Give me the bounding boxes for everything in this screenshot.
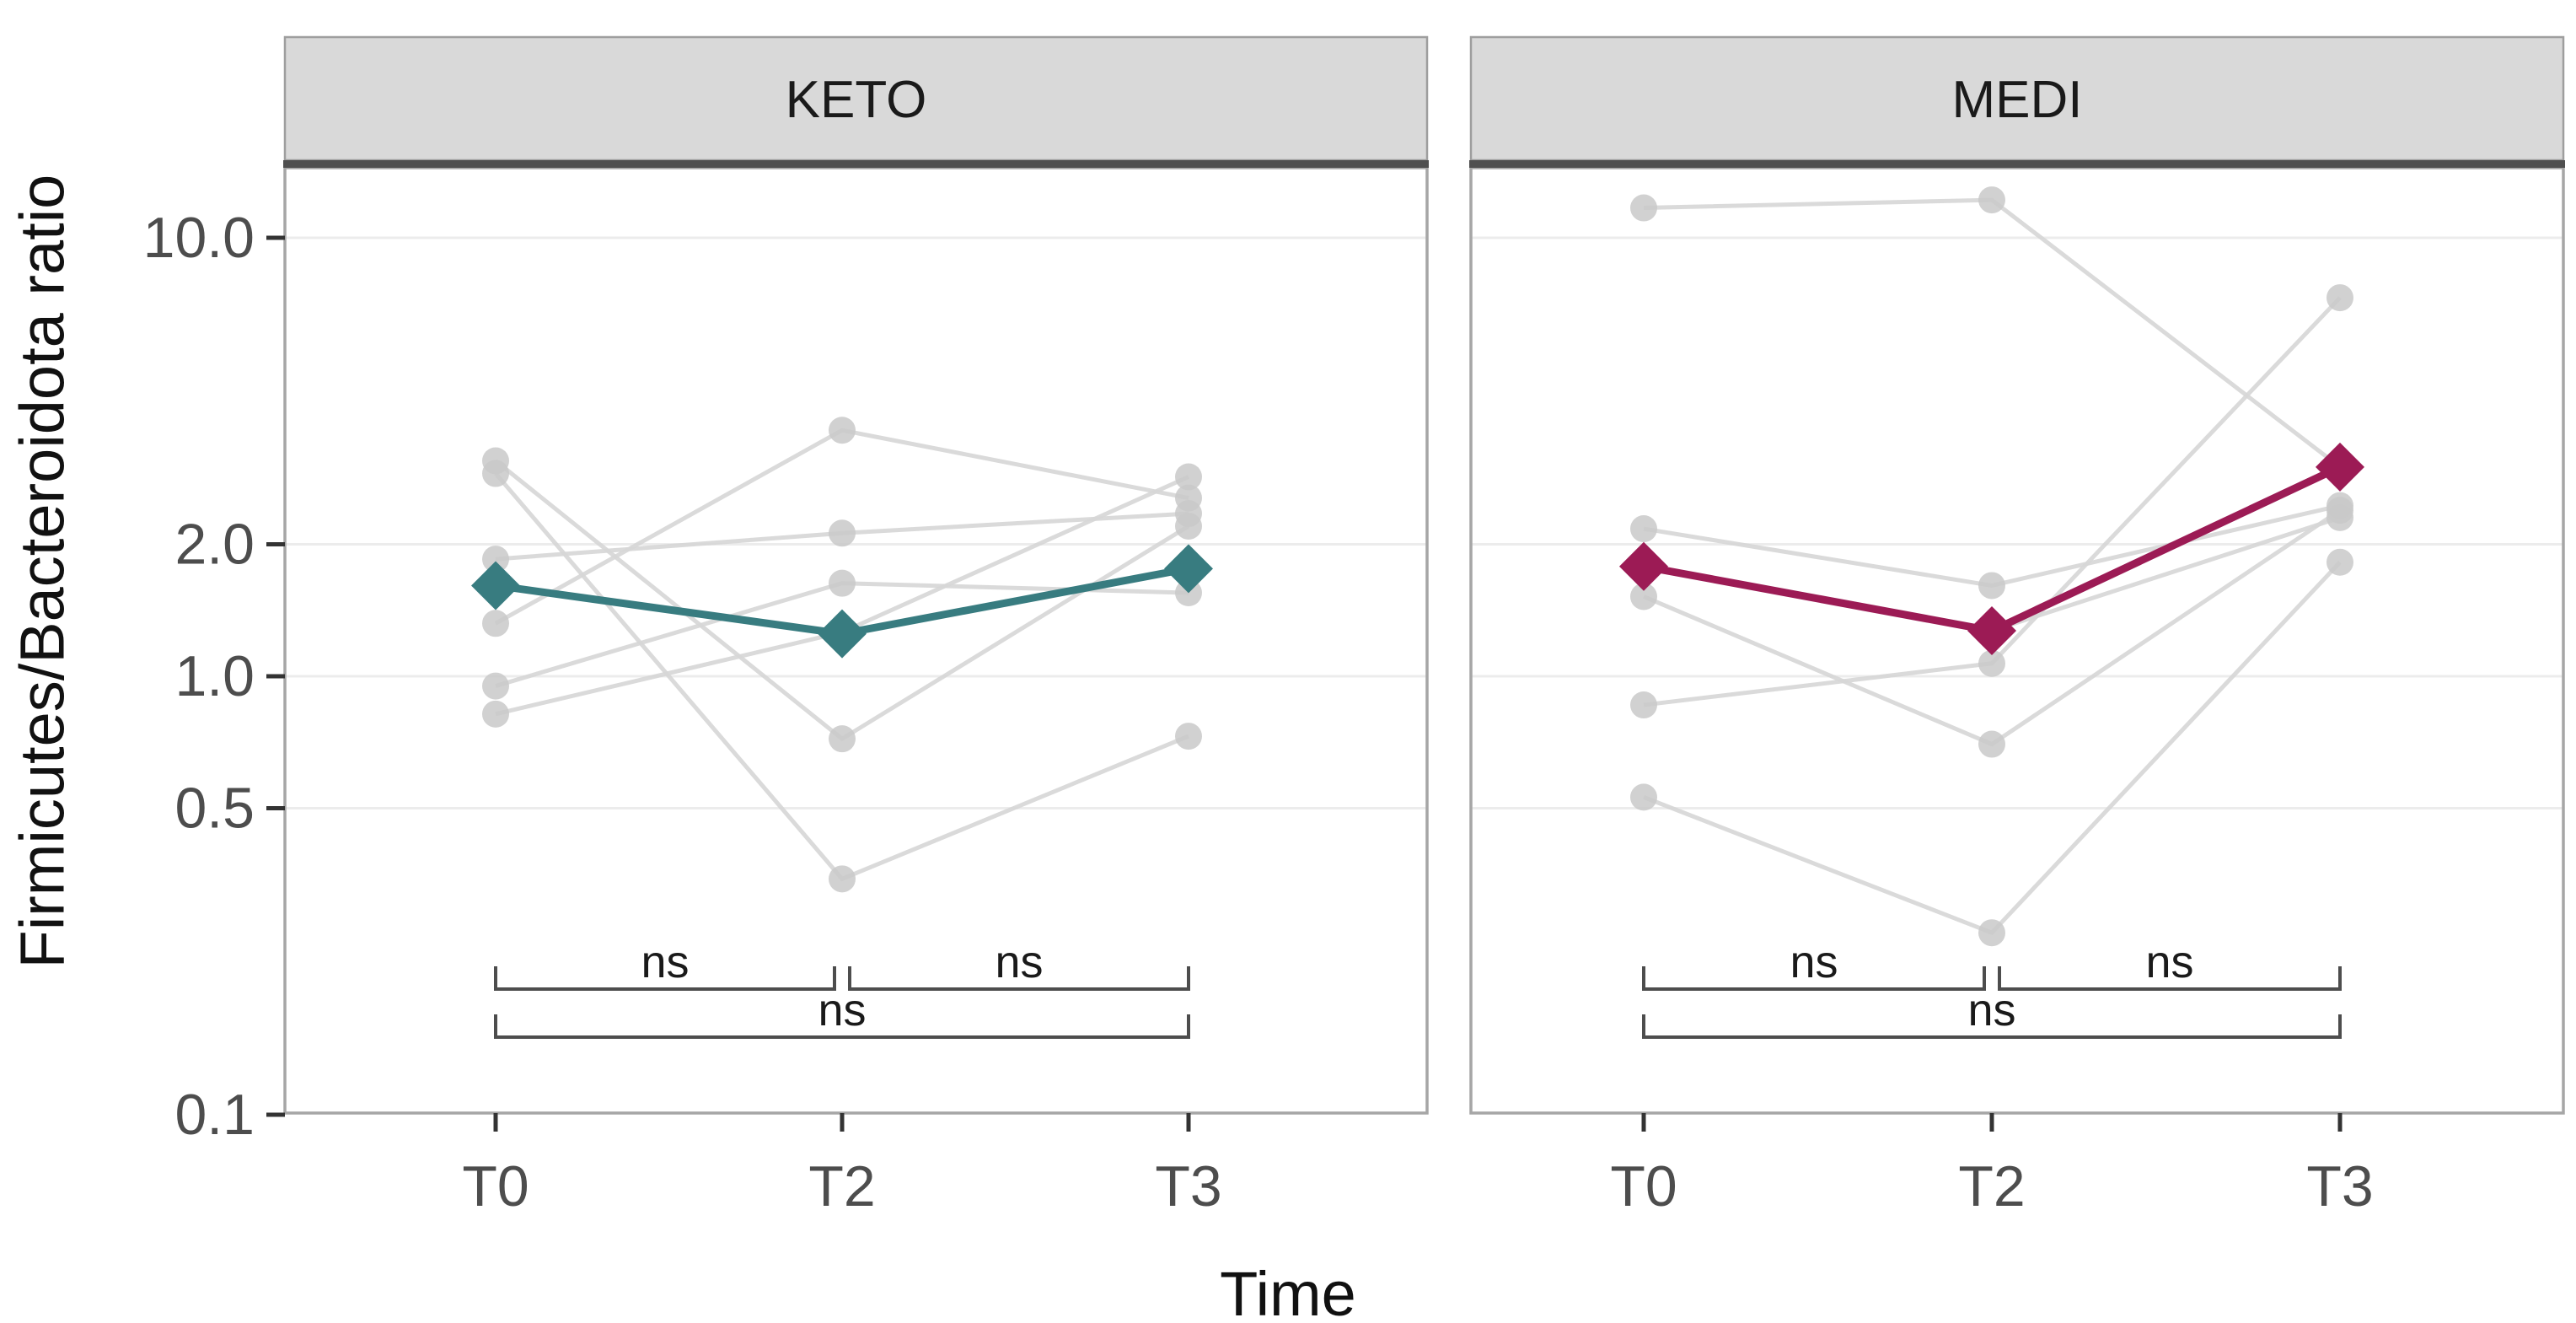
data-point <box>1630 583 1657 610</box>
mean-diamond <box>2316 442 2364 492</box>
data-point <box>829 417 856 444</box>
comparison-bracket <box>494 1014 1190 1039</box>
data-point <box>482 672 509 700</box>
data-point <box>1978 730 2005 758</box>
ns-label: ns <box>2145 937 2193 987</box>
data-point <box>1175 723 1202 750</box>
x-tick-label-T0: T0 <box>1610 1154 1677 1218</box>
data-point <box>482 546 509 573</box>
data-point <box>1630 691 1657 719</box>
facet-strip-dark-bar <box>283 160 1429 168</box>
panel-background <box>1471 168 2563 1113</box>
comparison-bracket <box>494 966 836 991</box>
ns-label: ns <box>818 985 866 1035</box>
data-point <box>829 725 856 753</box>
y-tick-label-10.0: 10.0 <box>143 206 255 270</box>
y-tick-label-0.1: 0.1 <box>174 1083 255 1147</box>
x-tick-label-T3: T3 <box>2306 1154 2373 1218</box>
data-point <box>2326 284 2353 312</box>
data-point <box>1630 783 1657 811</box>
mean-diamond <box>1967 606 2016 656</box>
data-point <box>1978 186 2005 214</box>
ns-label: ns <box>1790 937 1838 987</box>
x-tick-label-T0: T0 <box>462 1154 529 1218</box>
data-point <box>482 460 509 487</box>
ns-label: ns <box>995 937 1043 987</box>
data-point <box>829 865 856 893</box>
mean-diamond <box>818 609 867 659</box>
comparison-bracket <box>1998 966 2342 991</box>
y-tick-label-2.0: 2.0 <box>174 512 255 576</box>
x-axis-title: Time <box>1220 1259 1356 1323</box>
ns-label: ns <box>1967 985 2015 1035</box>
facet-label-keto: KETO <box>786 71 927 129</box>
facet-strip <box>283 35 1429 162</box>
ns-label: ns <box>641 937 689 987</box>
comparison-bracket <box>1642 1014 2342 1039</box>
facet-strip <box>1469 35 2565 162</box>
comparison-bracket <box>848 966 1190 991</box>
data-point <box>2326 548 2353 576</box>
x-tick-label-T2: T2 <box>808 1154 875 1218</box>
y-axis-title: Firmicutes/Bacteroidota ratio <box>7 174 78 969</box>
y-tick-label-0.5: 0.5 <box>174 777 255 841</box>
y-tick-label-1.0: 1.0 <box>174 644 255 708</box>
data-point <box>829 519 856 547</box>
data-point <box>1978 919 2005 947</box>
data-point <box>1630 515 1657 543</box>
data-point <box>1630 194 1657 222</box>
x-tick-label-T3: T3 <box>1155 1154 1221 1218</box>
data-point <box>829 569 856 597</box>
mean-diamond <box>1619 541 1668 591</box>
data-point <box>1175 463 1202 491</box>
mean-diamond <box>1164 544 1213 594</box>
data-point <box>1175 484 1202 512</box>
facet-strip-dark-bar <box>1469 160 2565 168</box>
data-point <box>2326 497 2353 524</box>
facet-label-medi: MEDI <box>1952 71 2083 129</box>
comparison-bracket <box>1642 966 1986 991</box>
data-point <box>1978 572 2005 600</box>
data-point <box>482 610 509 637</box>
x-tick-label-T2: T2 <box>1958 1154 2025 1218</box>
data-point <box>482 700 509 728</box>
data-point <box>1978 649 2005 677</box>
mean-diamond <box>471 561 520 610</box>
